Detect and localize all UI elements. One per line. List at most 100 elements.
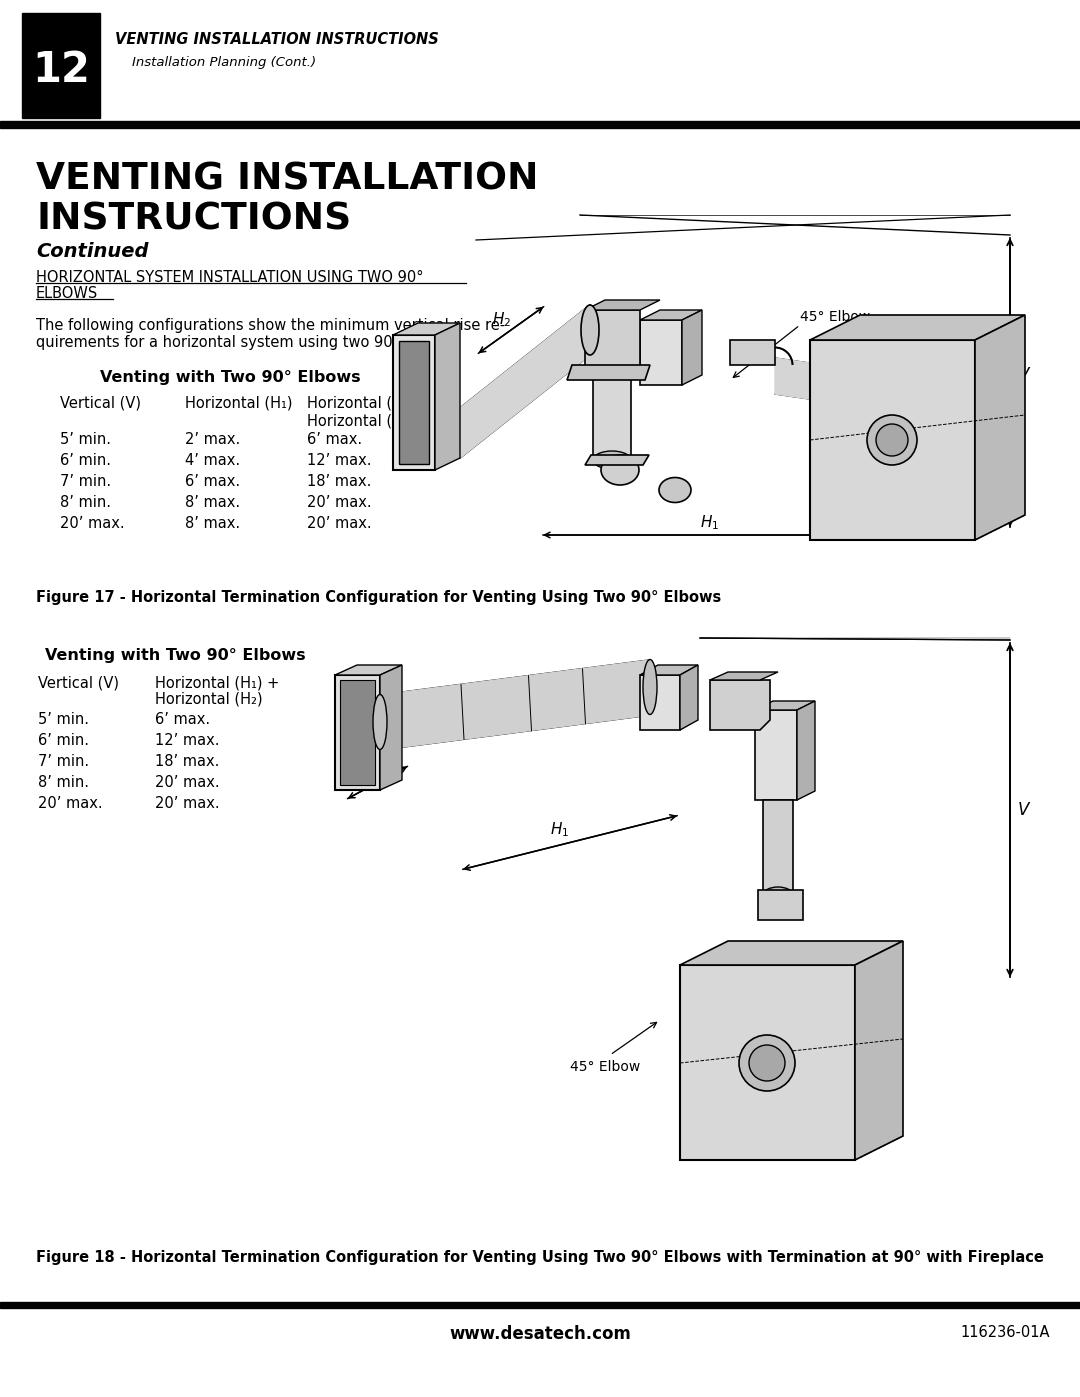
Polygon shape (680, 665, 698, 731)
Polygon shape (762, 800, 793, 895)
Text: 4’ max.: 4’ max. (185, 453, 240, 468)
Polygon shape (640, 310, 702, 320)
Text: 8’ max.: 8’ max. (185, 515, 240, 531)
Polygon shape (435, 323, 460, 469)
Text: Vertical (V): Vertical (V) (60, 395, 141, 411)
Text: 8’ min.: 8’ min. (60, 495, 111, 510)
Polygon shape (380, 665, 402, 789)
Text: VENTING INSTALLATION: VENTING INSTALLATION (36, 162, 539, 198)
Polygon shape (399, 341, 429, 464)
Polygon shape (680, 942, 903, 965)
Polygon shape (855, 942, 903, 1160)
Polygon shape (335, 665, 402, 675)
Text: Continued: Continued (36, 242, 149, 261)
Ellipse shape (643, 659, 657, 714)
Polygon shape (567, 365, 650, 380)
Text: 6’ min.: 6’ min. (38, 733, 89, 747)
Text: 20’ max.: 20’ max. (307, 495, 372, 510)
Ellipse shape (373, 694, 387, 750)
Text: Venting with Two 90° Elbows: Venting with Two 90° Elbows (99, 370, 361, 386)
Text: 45° Elbow: 45° Elbow (800, 310, 870, 324)
Text: www.desatech.com: www.desatech.com (449, 1324, 631, 1343)
Circle shape (739, 1035, 795, 1091)
Circle shape (867, 415, 917, 465)
Text: 8’ max.: 8’ max. (185, 495, 240, 510)
Polygon shape (640, 320, 681, 386)
Circle shape (876, 425, 908, 455)
Bar (0, 1302, 1080, 1308)
Polygon shape (755, 710, 797, 800)
Text: 6’ max.: 6’ max. (185, 474, 240, 489)
Polygon shape (680, 965, 855, 1160)
Text: Horizontal (H₁): Horizontal (H₁) (185, 395, 293, 411)
Polygon shape (393, 323, 460, 335)
Text: $H_1$: $H_1$ (700, 514, 719, 532)
Polygon shape (393, 335, 435, 469)
Text: $H_2$: $H_2$ (492, 310, 511, 330)
Ellipse shape (581, 305, 599, 355)
Ellipse shape (593, 451, 631, 469)
Text: 20’ max.: 20’ max. (60, 515, 124, 531)
Text: The following configurations show the minimum vertical rise re-: The following configurations show the mi… (36, 319, 505, 332)
Text: ELBOWS: ELBOWS (36, 286, 98, 300)
Text: 12: 12 (32, 49, 90, 91)
Text: V: V (1018, 366, 1029, 384)
Bar (0, 122, 1080, 129)
Text: 2’ max.: 2’ max. (185, 432, 240, 447)
Text: Horizontal (H₂): Horizontal (H₂) (156, 692, 262, 707)
Text: INSTRUCTIONS: INSTRUCTIONS (36, 203, 351, 237)
Polygon shape (975, 314, 1025, 541)
Polygon shape (730, 339, 775, 365)
Text: $H_2$: $H_2$ (350, 767, 369, 787)
Text: 20’ max.: 20’ max. (156, 796, 219, 812)
Text: 6’ max.: 6’ max. (307, 432, 362, 447)
Text: Horizontal (H₂): Horizontal (H₂) (307, 414, 415, 427)
Text: quirements for a horizontal system using two 90° elbows.: quirements for a horizontal system using… (36, 335, 460, 351)
Circle shape (750, 1045, 785, 1081)
Polygon shape (797, 701, 815, 800)
Text: 18’ max.: 18’ max. (156, 754, 219, 768)
Text: VENTING INSTALLATION INSTRUCTIONS: VENTING INSTALLATION INSTRUCTIONS (114, 32, 438, 47)
Text: Figure 18 - Horizontal Termination Configuration for Venting Using Two 90° Elbow: Figure 18 - Horizontal Termination Confi… (36, 1250, 1044, 1266)
Text: 6’ min.: 6’ min. (60, 453, 111, 468)
Text: 45° Elbow: 45° Elbow (570, 1060, 640, 1074)
Text: 7’ min.: 7’ min. (38, 754, 90, 768)
Bar (22, 13, 100, 117)
Text: 5’ min.: 5’ min. (60, 432, 111, 447)
Polygon shape (585, 300, 660, 310)
Text: 7’ min.: 7’ min. (60, 474, 111, 489)
Text: Horizontal (H₁) +: Horizontal (H₁) + (156, 675, 280, 690)
Polygon shape (755, 701, 815, 710)
Text: 20’ max.: 20’ max. (38, 796, 103, 812)
Text: HORIZONTAL SYSTEM INSTALLATION USING TWO 90°: HORIZONTAL SYSTEM INSTALLATION USING TWO… (36, 270, 423, 285)
Ellipse shape (762, 887, 793, 902)
Polygon shape (770, 719, 810, 768)
Ellipse shape (659, 478, 691, 503)
Polygon shape (710, 680, 770, 731)
Text: Venting with Two 90° Elbows: Venting with Two 90° Elbows (44, 648, 306, 664)
Text: 6’ max.: 6’ max. (156, 712, 211, 726)
Polygon shape (710, 672, 778, 680)
Text: 20’ max.: 20’ max. (307, 515, 372, 531)
Text: V: V (1018, 800, 1029, 819)
Polygon shape (335, 675, 380, 789)
Polygon shape (810, 339, 975, 541)
Text: 12’ max.: 12’ max. (307, 453, 372, 468)
Polygon shape (640, 675, 680, 731)
Polygon shape (585, 455, 649, 465)
Polygon shape (340, 680, 375, 785)
Text: 5’ min.: 5’ min. (38, 712, 89, 726)
Polygon shape (640, 665, 698, 675)
Polygon shape (758, 890, 804, 921)
Polygon shape (775, 358, 831, 402)
Text: Vertical (V): Vertical (V) (38, 675, 119, 690)
Text: 8’ min.: 8’ min. (38, 775, 89, 789)
Text: Figure 17 - Horizontal Termination Configuration for Venting Using Two 90° Elbow: Figure 17 - Horizontal Termination Confi… (36, 590, 721, 605)
Text: Horizontal (H₁) +: Horizontal (H₁) + (307, 395, 431, 411)
Text: 20’ max.: 20’ max. (156, 775, 219, 789)
Text: 18’ max.: 18’ max. (307, 474, 372, 489)
Polygon shape (585, 310, 640, 370)
Polygon shape (460, 305, 590, 458)
Text: 116236-01A: 116236-01A (960, 1324, 1050, 1340)
Polygon shape (380, 659, 650, 750)
